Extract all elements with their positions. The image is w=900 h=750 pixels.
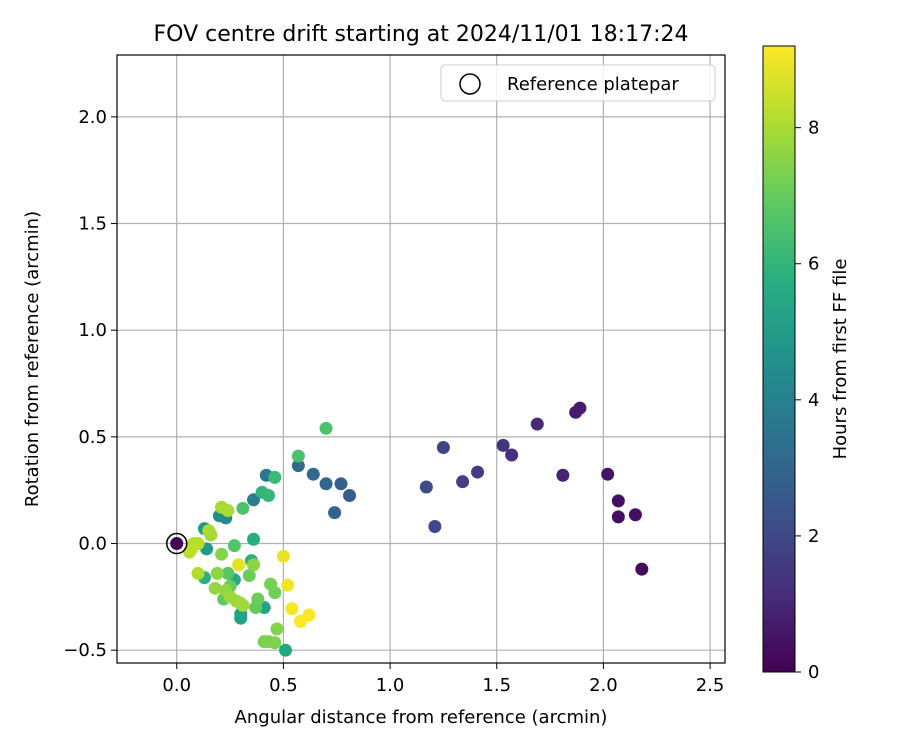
scatter-point [268,636,282,650]
reference-ring [165,532,188,555]
scatter-point [505,448,519,462]
colorbar-tick-label: 0 [808,662,819,683]
colorbar-gradient [762,45,796,673]
y-tick-label: 0.0 [78,534,107,555]
scatter-point [306,467,320,481]
x-tick-label: 1.0 [376,675,405,696]
scatter-point [264,577,278,591]
scatter-point [456,475,470,489]
scatter-point [261,489,275,503]
scatter-point [276,549,290,563]
chart-title: FOV centre drift starting at 2024/11/01 … [154,22,689,47]
scatter-point [419,480,433,494]
scatter-point [611,494,625,508]
colorbar-tick-label: 2 [808,526,819,547]
scatter-point [191,566,205,580]
plot-area-frame [116,54,726,664]
scatter-point [530,417,544,431]
scatter-point [227,539,241,553]
reference-point [170,537,184,551]
x-tick-label: 1.5 [482,675,511,696]
scatter-point [208,581,222,595]
scatter-point [302,608,316,622]
scatter-point [328,506,342,520]
scatter-point [202,524,216,538]
scatter-points [183,401,649,657]
scatter-point [569,405,583,419]
scatter-point [236,598,250,612]
scatter-point [251,592,265,606]
x-tick-label: 2.5 [696,675,725,696]
scatter-point [319,477,333,491]
scatter-point [185,542,199,556]
colorbar-ticks: 0 2 4 6 8 [795,118,819,683]
y-tick-label: 1.0 [78,320,107,341]
reference-marker [165,532,188,555]
colorbar-tick-label: 4 [808,390,819,411]
x-tick-label: 0.0 [162,675,191,696]
y-tick-label: 2.0 [78,107,107,128]
scatter-point [247,493,261,507]
scatter-point [496,438,510,452]
scatter-point [221,566,235,580]
x-axis-ticks: 0.0 0.5 1.0 1.5 2.0 2.5 [162,663,724,696]
legend: Reference platepar [440,64,716,102]
x-axis-label: Angular distance from reference (arcmin) [235,707,608,728]
scatter-point [242,569,256,583]
y-axis-ticks: −0.5 0.0 0.5 1.0 1.5 2.0 [63,107,117,661]
scatter-point [210,566,224,580]
scatter-point [436,441,450,455]
legend-entry-reference-platepar: Reference platepar [507,74,679,95]
scatter-point [215,547,229,561]
scatter-point [319,421,333,435]
scatter-point [281,578,295,592]
scatter-point [428,519,442,533]
y-tick-label: −0.5 [63,640,107,661]
scatter-point [285,602,299,616]
y-axis-label: Rotation from reference (arcmin) [22,211,43,507]
scatter-point [221,503,235,517]
x-tick-label: 0.5 [269,675,298,696]
y-tick-label: 0.5 [78,427,107,448]
scatter-point [601,467,615,481]
colorbar: 0 2 4 6 8 Hours from first FF file [762,45,851,683]
scatter-point [291,459,305,473]
scatter-point [247,558,261,572]
scatter-point [611,510,625,524]
colorbar-tick-label: 6 [808,254,819,275]
scatter-point [279,643,293,657]
scatter-point [291,449,305,463]
scatter-point [628,508,642,522]
scatter-point [236,501,250,515]
x-tick-label: 2.0 [589,675,618,696]
y-tick-label: 1.5 [78,214,107,235]
scatter-point [635,562,649,576]
grid-lines [117,55,725,663]
scatter-point [343,489,357,503]
scatter-point [270,622,284,636]
legend-box [440,64,716,102]
scatter-point [334,477,348,491]
scatter-point [471,465,485,479]
legend-marker-icon [459,73,481,95]
scatter-point [556,468,570,482]
scatter-point [268,470,282,484]
scatter-point [232,558,246,572]
colorbar-label: Hours from first FF file [830,259,851,460]
scatter-point [247,532,261,546]
colorbar-tick-label: 8 [808,118,819,139]
